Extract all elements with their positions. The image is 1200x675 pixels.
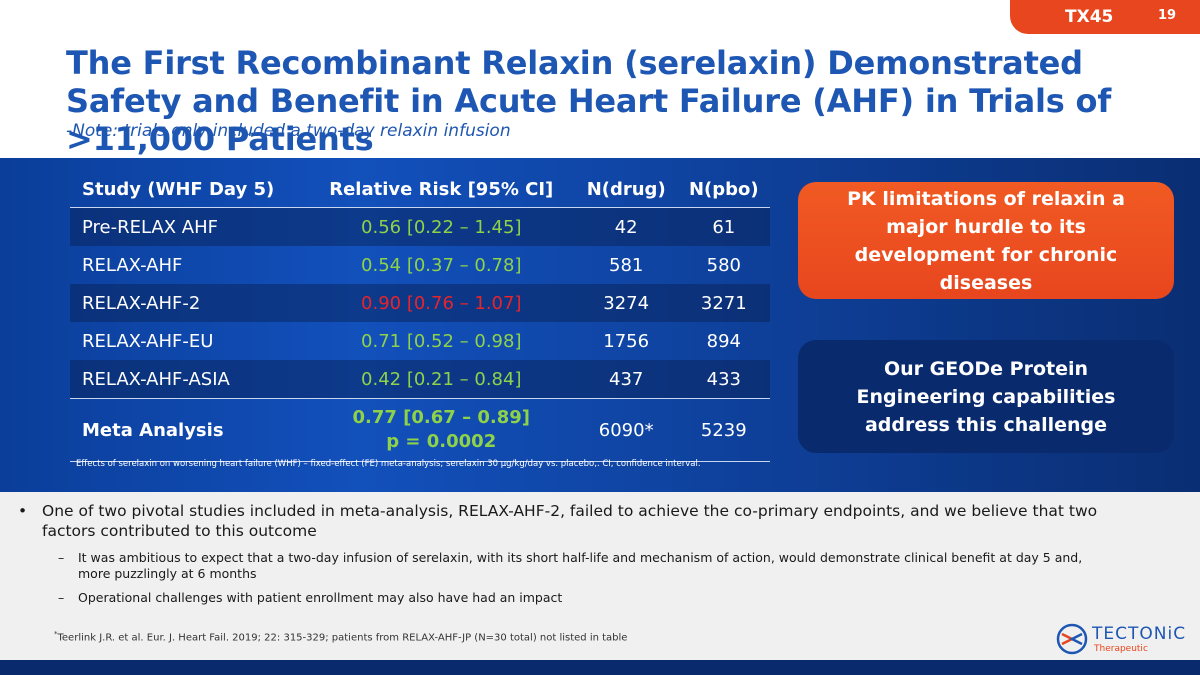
badge-code: TX45 — [1065, 7, 1114, 27]
sub-bullet-text: It was ambitious to expect that a two-da… — [78, 550, 1083, 581]
relative-risk: 0.71 [0.52 – 0.98] — [361, 330, 522, 352]
table-row: RELAX-AHF-2 0.90 [0.76 – 1.07] 3274 3271 — [70, 284, 770, 322]
relative-risk: 0.54 [0.37 – 0.78] — [361, 254, 522, 276]
sub-bullet: – Operational challenges with patient en… — [58, 590, 1118, 606]
header-n-drug: N(drug) — [574, 171, 678, 208]
main-bullet-text: One of two pivotal studies included in m… — [42, 502, 1098, 540]
main-bullet: • One of two pivotal studies included in… — [18, 501, 1138, 541]
study-name: Pre-RELAX AHF — [70, 207, 308, 246]
n-pbo: 894 — [706, 330, 741, 352]
bottom-panel — [0, 492, 1200, 660]
n-pbo: 61 — [677, 207, 770, 246]
meta-p-value: p = 0.0002 — [386, 431, 497, 452]
n-pbo: 3271 — [677, 284, 770, 322]
dash-icon: – — [58, 550, 65, 565]
n-pbo: 580 — [706, 254, 741, 276]
table-row: Pre-RELAX AHF 0.56 [0.22 – 1.45] 42 61 — [70, 207, 770, 246]
footer-bar — [0, 660, 1200, 675]
logo-name: TECTONiC — [1092, 624, 1187, 644]
slide-badge: TX45 19 — [1010, 0, 1200, 34]
logo-mark-icon — [1056, 623, 1088, 655]
slide-title: The First Recombinant Relaxin (serelaxin… — [66, 44, 1112, 158]
relative-risk: 0.56 [0.22 – 1.45] — [307, 207, 575, 246]
header-n-pbo: N(pbo) — [677, 171, 770, 208]
n-drug: 1756 — [603, 330, 650, 352]
study-name: RELAX-AHF — [82, 254, 183, 276]
pk-callout-text: PK limitations of relaxin a major hurdle… — [847, 187, 1125, 294]
header-relative-risk: Relative Risk [95% CI] — [307, 171, 575, 208]
study-name: RELAX-AHF-2 — [70, 284, 308, 322]
dash-icon: – — [58, 590, 65, 605]
table-row: RELAX-AHF 0.54 [0.37 – 0.78] 581 580 — [70, 246, 770, 284]
n-drug: 6090* — [574, 398, 678, 462]
slide-subtitle: -Note: trials only included a two-day re… — [66, 121, 511, 141]
n-drug: 42 — [574, 207, 678, 246]
bullet-dot-icon: • — [18, 502, 28, 520]
reference-mark: * — [54, 630, 58, 638]
study-name: Meta Analysis — [70, 398, 308, 462]
table-header-row: Study (WHF Day 5) Relative Risk [95% CI]… — [70, 171, 770, 208]
sub-bullet-text: Operational challenges with patient enro… — [78, 590, 563, 605]
n-pbo: 5239 — [677, 398, 770, 462]
pk-limitations-callout: PK limitations of relaxin a major hurdle… — [798, 182, 1174, 299]
n-pbo: 433 — [677, 360, 770, 399]
meta-analysis-row: Meta Analysis 0.77 [0.67 – 0.89] p = 0.0… — [70, 398, 770, 462]
table-footnote: Effects of serelaxin on worsening heart … — [76, 459, 701, 469]
n-drug: 581 — [609, 254, 644, 276]
relative-risk: 0.42 [0.21 – 0.84] — [307, 360, 575, 399]
reference-text: Teerlink J.R. et al. Eur. J. Heart Fail.… — [57, 632, 628, 644]
reference-footnote: *Teerlink J.R. et al. Eur. J. Heart Fail… — [54, 630, 627, 643]
logo-tagline: Therapeutic — [1094, 644, 1148, 654]
relative-risk: 0.90 [0.76 – 1.07] — [307, 284, 575, 322]
study-name: RELAX-AHF-ASIA — [70, 360, 308, 399]
geode-callout: Our GEODe Protein Engineering capabiliti… — [798, 340, 1174, 453]
sub-bullet: – It was ambitious to expect that a two-… — [58, 550, 1118, 582]
table-row: RELAX-AHF-EU 0.71 [0.52 – 0.98] 1756 894 — [70, 322, 770, 360]
company-logo: TECTONiC Therapeutic — [1056, 622, 1186, 658]
n-drug: 437 — [574, 360, 678, 399]
page-number: 19 — [1158, 8, 1177, 23]
meta-rr-value: 0.77 [0.67 – 0.89] — [352, 407, 531, 428]
study-name: RELAX-AHF-EU — [82, 330, 214, 352]
trials-table: Study (WHF Day 5) Relative Risk [95% CI]… — [70, 171, 770, 462]
geode-callout-text: Our GEODe Protein Engineering capabiliti… — [856, 357, 1116, 436]
table-row: RELAX-AHF-ASIA 0.42 [0.21 – 0.84] 437 43… — [70, 360, 770, 399]
header-study: Study (WHF Day 5) — [70, 171, 308, 208]
n-drug: 3274 — [574, 284, 678, 322]
meta-relative-risk: 0.77 [0.67 – 0.89] p = 0.0002 — [307, 398, 575, 462]
